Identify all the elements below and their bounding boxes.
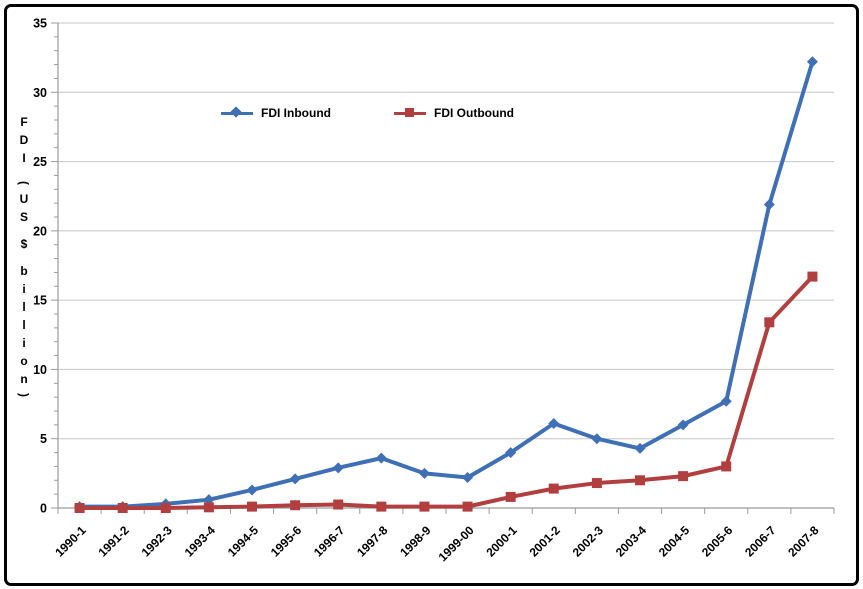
y-tick-label: 20 (33, 224, 47, 238)
x-tick-label: 2000-1 (483, 523, 520, 560)
legend-label: FDI Outbound (434, 106, 514, 120)
y-axis-title-char: U (19, 192, 29, 206)
legend-label: FDI Inbound (261, 106, 331, 120)
y-tick-label: 15 (33, 294, 47, 308)
data-point-marker (332, 462, 344, 474)
data-point-marker (763, 199, 775, 211)
y-axis-title-char: ) (17, 393, 31, 397)
diamond-icon (230, 105, 242, 118)
y-axis-title-char: l (22, 300, 26, 314)
data-point-marker (635, 475, 645, 486)
data-point-marker (376, 501, 387, 512)
data-point-marker (375, 452, 387, 464)
data-point-marker (419, 501, 430, 512)
x-tick-label: 1994-5 (225, 523, 262, 560)
legend: FDI Inbound FDI Outbound (0, 104, 863, 126)
data-point-marker (160, 503, 171, 513)
y-tick-label: 30 (33, 86, 47, 100)
data-point-marker (74, 503, 85, 513)
x-tick-label: 1998-9 (397, 523, 434, 560)
legend-marker-fdi-outbound (394, 107, 426, 117)
y-axis-title-char: ( (17, 181, 31, 185)
data-point-marker (720, 395, 732, 407)
y-axis-title-char: l (22, 318, 26, 332)
x-tick-label: 2007-8 (785, 523, 822, 560)
x-tick-label: 1999-00 (436, 523, 477, 564)
data-point-marker (247, 501, 257, 512)
data-point-marker (548, 417, 560, 429)
series-line-fdi-inbound (77, 59, 815, 509)
x-tick-label: 2002-3 (570, 523, 607, 560)
y-axis-title-char: I (22, 151, 26, 165)
y-axis-title-char: i (22, 336, 26, 350)
data-point-marker (591, 478, 602, 489)
data-point-marker (505, 491, 516, 502)
y-tick-label: 10 (33, 363, 47, 377)
data-point-marker (764, 317, 775, 328)
series-line-fdi-outbound (77, 274, 815, 510)
y-axis-title: F D I(U S $ b i l l i o n) (15, 113, 33, 402)
data-point-marker (678, 471, 689, 482)
x-tick-label: 1996-7 (311, 523, 348, 560)
y-tick-label: 5 (40, 432, 47, 446)
data-point-marker (591, 433, 603, 445)
x-tick-label: 1997-8 (354, 523, 391, 560)
data-point-marker (548, 483, 559, 494)
data-point-marker (807, 271, 818, 282)
data-point-marker (289, 473, 301, 485)
x-tick-label: 1993-4 (182, 523, 219, 560)
y-axis-title-char: D (19, 133, 29, 147)
y-tick-label: 0 (40, 502, 47, 516)
legend-item-fdi-inbound[interactable]: FDI Inbound (221, 105, 331, 120)
x-tick-label: 2006-7 (742, 523, 779, 560)
data-point-marker (203, 502, 214, 513)
data-point-marker (246, 484, 258, 496)
x-tick-label: 2001-2 (527, 523, 564, 560)
data-point-marker (806, 56, 818, 68)
data-point-marker (462, 501, 473, 512)
square-icon (405, 107, 414, 117)
data-point-marker (505, 447, 517, 459)
x-tick-label: 1991-2 (95, 523, 132, 560)
y-axis-title-char: S (19, 210, 28, 224)
x-tick-label: 2005-6 (699, 523, 736, 560)
data-point-marker (721, 461, 732, 472)
legend-item-fdi-outbound[interactable]: FDI Outbound (394, 106, 514, 120)
x-tick-label: 1992-3 (139, 523, 176, 560)
data-point-marker (333, 499, 344, 510)
y-axis-title-char: F (20, 115, 28, 129)
data-point-marker (290, 500, 301, 511)
y-axis-title-char: o (20, 354, 28, 368)
y-tick-label: 35 (33, 17, 47, 31)
data-point-marker (462, 472, 474, 484)
data-point-marker (117, 503, 128, 513)
x-tick-label: 2003-4 (613, 523, 650, 560)
data-point-marker (677, 419, 689, 431)
y-tick-label: 25 (33, 155, 47, 169)
x-tick-label: 1990-1 (52, 523, 89, 560)
y-axis-title-char: i (22, 282, 26, 296)
data-point-marker (418, 467, 430, 479)
legend-marker-fdi-inbound (221, 105, 253, 118)
data-point-marker (634, 442, 646, 454)
x-tick-label: 2004-5 (656, 523, 693, 560)
x-tick-label: 1995-6 (268, 523, 305, 560)
y-axis-title-char: n (20, 372, 28, 386)
y-axis-title-char: $ (20, 237, 28, 251)
y-axis-title-char: b (20, 264, 28, 278)
